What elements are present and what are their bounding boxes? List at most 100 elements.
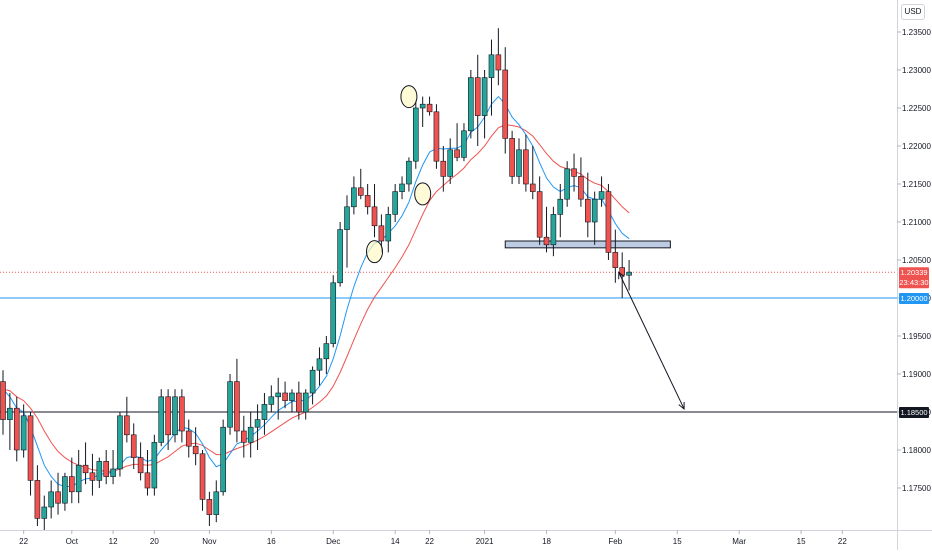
candle-body — [206, 499, 213, 515]
x-tick-label: Feb — [608, 537, 622, 546]
candle-body — [110, 468, 116, 477]
candle-body — [117, 415, 123, 470]
current-price-badge — [899, 267, 929, 289]
candle-body — [454, 149, 460, 158]
candle-body — [351, 187, 357, 208]
y-tick-label: 1.21000 — [902, 218, 931, 227]
support-level-badge-text: 1.20000 — [900, 294, 927, 303]
candle-body — [598, 191, 605, 200]
candle-body — [247, 426, 254, 443]
x-tick-label: Oct — [66, 537, 79, 546]
projection-arrow[interactable] — [618, 272, 685, 410]
candle-body — [0, 381, 6, 420]
candle-body — [302, 392, 309, 413]
candle-body — [75, 464, 82, 493]
candle-body — [144, 472, 151, 489]
candle-body — [165, 396, 171, 436]
candle-body — [124, 415, 130, 436]
candle-body — [330, 282, 337, 344]
candle-body — [392, 191, 398, 215]
x-tick-label: Mar — [732, 537, 746, 546]
candle-body — [69, 476, 75, 493]
candle-body — [103, 461, 109, 477]
candle-body — [509, 138, 515, 177]
y-tick-label: 1.22000 — [902, 142, 931, 151]
candle-body — [550, 214, 557, 246]
candle-body — [41, 506, 48, 519]
candle-body — [419, 103, 426, 109]
candle-body — [571, 168, 577, 177]
candle-body — [378, 225, 385, 242]
candle-body — [337, 229, 343, 284]
x-tick-label: 12 — [109, 537, 118, 546]
y-tick-label: 1.19000 — [902, 370, 931, 379]
candle-body — [89, 472, 96, 481]
y-tick-label: 1.23500 — [902, 28, 931, 37]
y-tick-label: 1.22500 — [902, 104, 931, 113]
candle-body — [62, 476, 68, 504]
candle-body — [605, 191, 612, 253]
y-tick-label: 1.21500 — [902, 180, 931, 189]
arrow-tail-head — [618, 271, 625, 280]
support-zone-rect[interactable] — [504, 240, 671, 249]
x-tick-label: 2021 — [476, 537, 494, 546]
candle-body — [591, 198, 598, 223]
candle-body — [55, 491, 61, 504]
candle-body — [433, 111, 440, 162]
candle-body — [516, 149, 522, 177]
candle-body — [185, 430, 192, 447]
candle-body — [364, 195, 371, 208]
candle-body — [192, 445, 199, 455]
support-level-badge — [899, 293, 929, 304]
candle-body — [357, 187, 364, 196]
candle-body — [282, 392, 288, 401]
x-tick-label: 22 — [425, 537, 434, 546]
candle-body — [96, 461, 103, 481]
current-price-badge-text: 1.20339 — [900, 268, 927, 277]
candle-body — [172, 396, 178, 436]
highlight-ellipse[interactable] — [414, 182, 432, 206]
candle-body — [488, 54, 495, 78]
candle-body — [309, 369, 316, 394]
candle-body — [151, 442, 158, 489]
resistance-level-badge — [899, 407, 929, 418]
candle-body — [461, 130, 467, 158]
candle-body — [254, 419, 261, 428]
currency-button[interactable]: USD — [901, 4, 925, 20]
candle-body — [13, 407, 20, 451]
candle-body — [502, 69, 509, 139]
arrow-head — [678, 401, 685, 411]
candle-body — [474, 77, 481, 116]
candle-body — [578, 176, 584, 200]
highlight-ellipse[interactable] — [400, 85, 418, 109]
x-tick-label: 20 — [150, 537, 159, 546]
x-tick-label: 22 — [19, 537, 28, 546]
candle-body — [268, 396, 275, 405]
candle-body — [296, 392, 302, 413]
candle-body — [523, 149, 529, 185]
candle-body — [179, 396, 185, 432]
candle-body — [412, 107, 419, 162]
candle-body — [564, 168, 570, 200]
x-tick-label: Nov — [202, 537, 216, 546]
candle-body — [495, 54, 502, 71]
highlight-ellipse[interactable] — [366, 240, 384, 264]
candle-body — [447, 149, 454, 177]
x-tick-label: 22 — [838, 537, 847, 546]
x-tick-label: 15 — [797, 537, 806, 546]
candle-body — [323, 343, 330, 360]
x-tick-label: Dec — [326, 537, 340, 546]
y-tick-label: 1.17500 — [902, 484, 931, 493]
x-tick-label: 14 — [391, 537, 400, 546]
y-tick-label: 1.20500 — [902, 256, 931, 265]
candle-body — [82, 464, 89, 474]
candle-body — [34, 480, 41, 519]
x-tick-label: 18 — [542, 537, 551, 546]
candle-body — [316, 358, 323, 371]
candle-body — [220, 426, 226, 493]
candle-body — [468, 77, 474, 132]
current-price-badge-text: 23:43:30 — [899, 278, 928, 287]
candle-body — [227, 381, 233, 428]
